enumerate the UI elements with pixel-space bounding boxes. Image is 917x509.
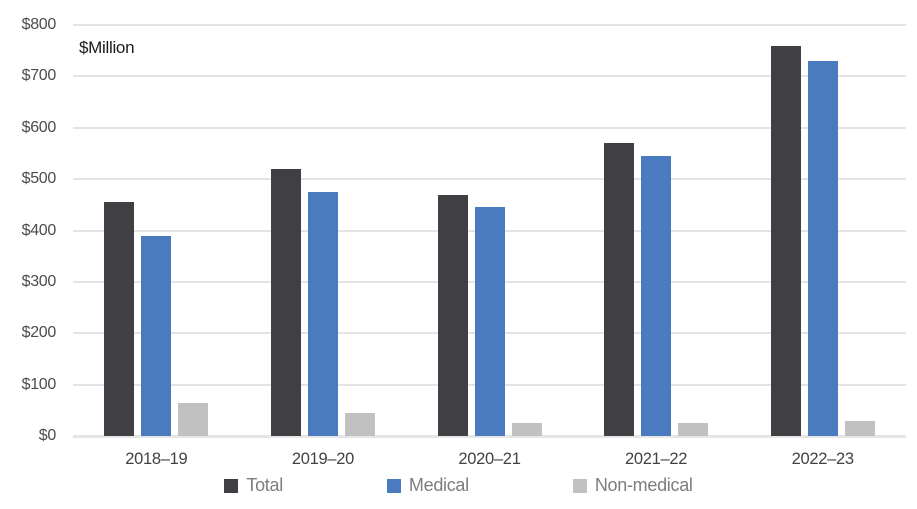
- x-tick-label: 2019–20: [291, 450, 354, 468]
- y-tick-label: $700: [21, 67, 57, 85]
- bar-medical-2020-21: [474, 207, 505, 436]
- y-tick-label: $500: [21, 170, 57, 188]
- gridline-700: [73, 75, 906, 78]
- x-tick-label: 2020–21: [458, 450, 521, 468]
- legend-label: Medical: [408, 475, 469, 495]
- bar-non-medical-2020-21: [511, 423, 542, 436]
- legend-swatch-icon: [572, 478, 587, 493]
- legend-label: Total: [246, 475, 283, 495]
- bar-medical-2018-19: [141, 236, 172, 436]
- y-tick-label: $0: [38, 427, 57, 444]
- y-tick-label: $200: [21, 324, 57, 342]
- bar-medical-2019-20: [307, 192, 338, 436]
- legend-item-total: Total: [224, 475, 283, 496]
- bar-non-medical-2021-22: [678, 423, 709, 436]
- gridline-600: [73, 126, 906, 129]
- x-tick-label: 2021–22: [625, 450, 688, 468]
- bar-medical-2022-23: [807, 61, 838, 436]
- legend-swatch-icon: [386, 478, 401, 493]
- x-tick-label: 2018–19: [125, 450, 188, 468]
- y-tick-label: $600: [21, 118, 57, 136]
- y-tick-label: $400: [21, 221, 57, 239]
- gridline-0: [73, 435, 906, 438]
- bar-total-2018-19: [104, 202, 135, 436]
- bar-non-medical-2019-20: [344, 413, 375, 436]
- y-axis-unit-label: $Million: [79, 38, 135, 57]
- gridline-800: [73, 24, 906, 26]
- bar-total-2021-22: [604, 143, 635, 436]
- bar-medical-2021-22: [641, 156, 672, 436]
- legend: Total Medical Non-medical: [0, 475, 917, 496]
- legend-item-non-medical: Non-medical: [572, 475, 693, 496]
- bar-total-2019-20: [270, 169, 301, 436]
- bar-non-medical-2018-19: [178, 403, 209, 436]
- y-tick-label: $100: [21, 375, 57, 393]
- gridline-500: [73, 178, 906, 181]
- legend-label: Non-medical: [594, 475, 693, 495]
- legend-swatch-icon: [224, 478, 239, 493]
- x-tick-label: 2022–23: [791, 450, 854, 468]
- bar-non-medical-2022-23: [844, 421, 875, 436]
- y-tick-label: $800: [21, 16, 57, 33]
- bar-total-2022-23: [770, 46, 801, 436]
- y-tick-label: $300: [21, 272, 57, 290]
- plot-area: [73, 24, 906, 438]
- legend-item-medical: Medical: [386, 475, 469, 496]
- bar-total-2020-21: [437, 195, 468, 436]
